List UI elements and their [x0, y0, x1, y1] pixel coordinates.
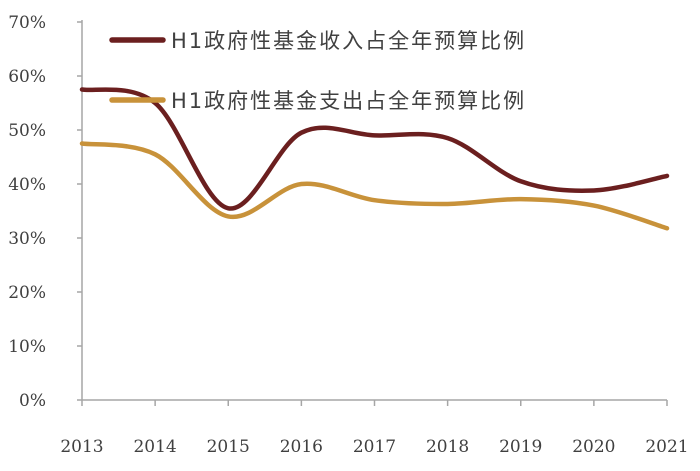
x-tick-label: 2021: [645, 437, 688, 457]
y-tick-label: 70%: [8, 13, 46, 33]
axes: 0% 10% 20% 30% 40% 50% 60% 70% 2013 2014 2015 2016 2…: [8, 13, 688, 457]
data-point: [226, 206, 230, 210]
data-point: [592, 188, 596, 192]
x-tick-label: 2019: [499, 437, 542, 457]
x-tick-label: 2013: [60, 437, 103, 457]
y-tick-label: 20%: [8, 283, 46, 303]
x-tick-label: 2018: [426, 437, 469, 457]
series-lines: [79, 87, 670, 231]
y-tick-label: 40%: [8, 175, 46, 195]
y-tick-label: 50%: [8, 121, 46, 141]
series-line-2: [79, 141, 670, 231]
data-point: [299, 131, 303, 135]
x-tick-label: 2017: [353, 437, 396, 457]
legend-label: H1政府性基金支出占全年预算比例: [171, 89, 526, 113]
series-line-1: [79, 87, 670, 211]
data-point: [153, 152, 157, 156]
x-tick-label: 2016: [280, 437, 323, 457]
data-point: [592, 203, 596, 207]
data-point: [665, 226, 669, 230]
data-point: [445, 136, 449, 140]
y-tick-label: 0%: [19, 391, 46, 411]
x-tick-label: 2015: [207, 437, 250, 457]
y-tick-label: 60%: [8, 67, 46, 87]
data-point: [226, 214, 230, 218]
data-point: [80, 141, 84, 145]
data-point: [519, 179, 523, 183]
legend: H1政府性基金收入占全年预算比例 H1政府性基金支出占全年预算比例: [109, 29, 526, 113]
data-point: [665, 174, 669, 178]
x-tick-label: 2014: [133, 437, 176, 457]
data-point: [372, 198, 376, 202]
data-point: [519, 197, 523, 201]
data-point: [372, 133, 376, 137]
data-point: [80, 87, 84, 91]
y-tick-label: 10%: [8, 337, 46, 357]
data-point: [445, 202, 449, 206]
y-tick-label: 30%: [8, 229, 46, 249]
legend-label: H1政府性基金收入占全年预算比例: [171, 29, 526, 53]
x-tick-label: 2020: [572, 437, 615, 457]
data-point: [299, 182, 303, 186]
